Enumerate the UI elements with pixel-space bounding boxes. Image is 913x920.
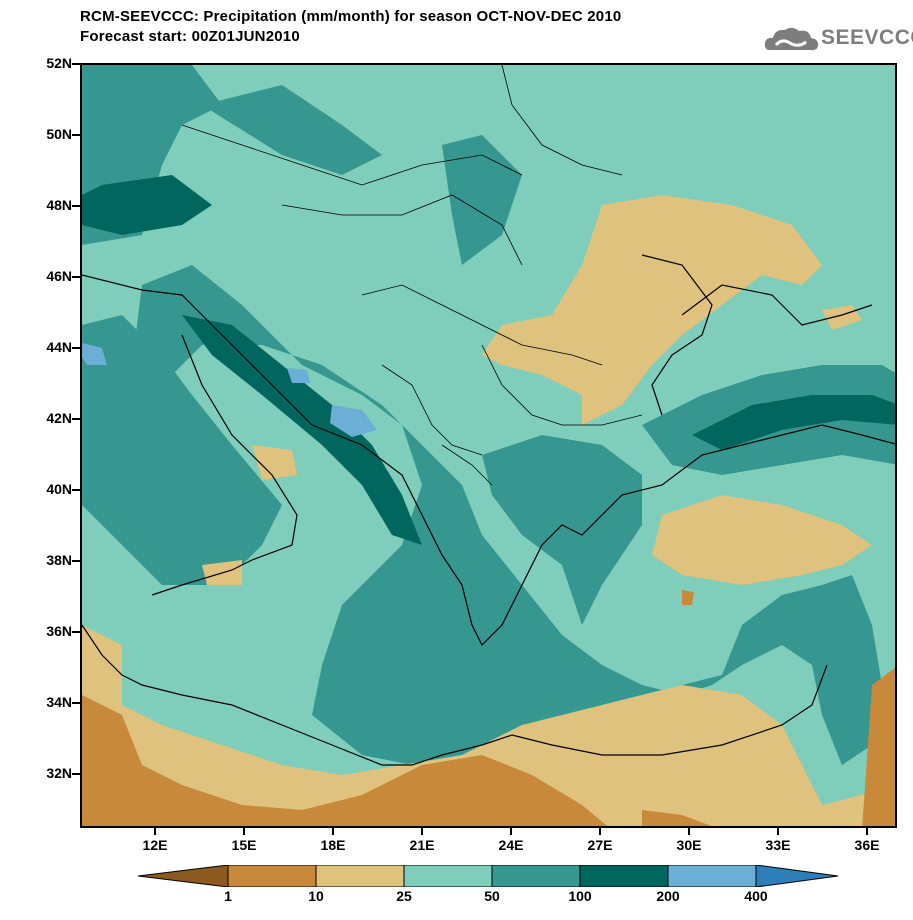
- colorbar-segment-2: [315, 865, 405, 887]
- lat-label: 52N: [46, 55, 72, 71]
- colorbar-label: 50: [484, 888, 500, 904]
- lat-label: 36N: [46, 623, 72, 639]
- lat-label: 46N: [46, 268, 72, 284]
- lat-tick: [72, 489, 80, 491]
- lat-label: 34N: [46, 694, 72, 710]
- lat-tick: [72, 347, 80, 349]
- lon-label: 24E: [498, 837, 524, 853]
- lon-tick: [510, 828, 512, 835]
- country-borders: [181, 65, 643, 486]
- lat-tick: [72, 63, 80, 65]
- colorbar-label: 400: [744, 888, 768, 904]
- field-200-400: [82, 343, 377, 437]
- colorbar: [138, 865, 838, 887]
- logo-text: SEEVCCC: [821, 26, 913, 49]
- lat-label: 48N: [46, 197, 72, 213]
- colorbar-segment-0: [138, 865, 229, 887]
- lat-tick: [72, 418, 80, 420]
- lat-label: 32N: [46, 765, 72, 781]
- field-1-10: [82, 590, 895, 826]
- lon-label: 18E: [320, 837, 346, 853]
- lon-tick: [243, 828, 245, 835]
- lat-tick: [72, 560, 80, 562]
- lat-tick: [72, 276, 80, 278]
- map-canvas: [82, 65, 895, 826]
- lon-label: 36E: [854, 837, 880, 853]
- lat-label: 38N: [46, 552, 72, 568]
- lat-tick: [72, 631, 80, 633]
- lon-label: 12E: [142, 837, 168, 853]
- colorbar-label: 10: [308, 888, 324, 904]
- lat-tick: [72, 205, 80, 207]
- chart-title: RCM-SEEVCCC: Precipitation (mm/month) fo…: [80, 8, 622, 25]
- lon-tick: [599, 828, 601, 835]
- lat-label: 44N: [46, 339, 72, 355]
- chart-subtitle: Forecast start: 00Z01JUN2010: [80, 28, 300, 45]
- colorbar-label: 1: [224, 888, 232, 904]
- cloud-icon: [764, 27, 819, 51]
- lon-label: 30E: [676, 837, 702, 853]
- colorbar-label: 100: [568, 888, 592, 904]
- colorbar-segment-4: [491, 865, 581, 887]
- lon-label: 33E: [765, 837, 791, 853]
- lat-label: 40N: [46, 481, 72, 497]
- lon-label: 21E: [409, 837, 435, 853]
- lon-label: 27E: [587, 837, 613, 853]
- precipitation-map: [80, 63, 897, 828]
- colorbar-segment-5: [579, 865, 669, 887]
- seevccc-logo: SEEVCCC: [764, 24, 913, 56]
- lon-tick: [777, 828, 779, 835]
- lat-tick: [72, 702, 80, 704]
- field-10-25: [82, 195, 895, 826]
- colorbar-segment-6: [667, 865, 757, 887]
- field-100-200: [82, 175, 895, 545]
- lat-tick: [72, 773, 80, 775]
- colorbar-segment-1: [227, 865, 317, 887]
- lon-tick: [688, 828, 690, 835]
- lat-label: 50N: [46, 126, 72, 142]
- lon-tick: [154, 828, 156, 835]
- coastlines: [82, 254, 895, 766]
- colorbar-segment-7: [755, 865, 838, 887]
- lon-label: 15E: [231, 837, 257, 853]
- lat-tick: [72, 134, 80, 136]
- lat-label: 42N: [46, 410, 72, 426]
- lon-tick: [421, 828, 423, 835]
- field-50-100: [82, 65, 895, 765]
- colorbar-segment-3: [403, 865, 493, 887]
- lon-tick: [332, 828, 334, 835]
- colorbar-label: 25: [396, 888, 412, 904]
- colorbar-label: 200: [656, 888, 680, 904]
- lon-tick: [866, 828, 868, 835]
